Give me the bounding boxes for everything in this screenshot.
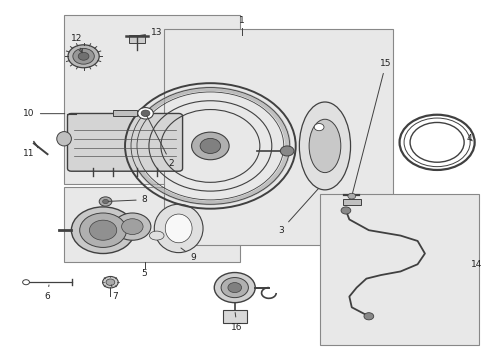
Text: 7: 7 bbox=[111, 285, 118, 301]
Ellipse shape bbox=[149, 231, 163, 240]
Circle shape bbox=[141, 110, 150, 117]
Bar bbox=[64, 187, 239, 262]
Text: 1: 1 bbox=[239, 16, 244, 25]
Circle shape bbox=[102, 199, 108, 204]
Circle shape bbox=[99, 197, 112, 206]
Circle shape bbox=[280, 146, 293, 156]
Bar bbox=[129, 35, 145, 43]
Bar bbox=[64, 15, 239, 184]
Text: 8: 8 bbox=[108, 195, 147, 204]
Circle shape bbox=[200, 138, 220, 153]
Ellipse shape bbox=[165, 214, 192, 243]
FancyBboxPatch shape bbox=[67, 113, 182, 171]
Circle shape bbox=[340, 207, 350, 214]
Circle shape bbox=[102, 276, 118, 288]
Text: 5: 5 bbox=[142, 269, 147, 278]
Circle shape bbox=[214, 273, 255, 303]
Bar bbox=[222, 310, 246, 323]
Circle shape bbox=[347, 193, 355, 199]
Circle shape bbox=[227, 283, 241, 293]
Circle shape bbox=[221, 278, 248, 298]
Circle shape bbox=[114, 213, 151, 240]
Ellipse shape bbox=[154, 204, 203, 253]
Circle shape bbox=[80, 213, 126, 247]
Text: 15: 15 bbox=[352, 59, 391, 193]
Text: 11: 11 bbox=[23, 147, 39, 158]
Circle shape bbox=[78, 52, 89, 60]
Text: 4: 4 bbox=[466, 134, 471, 143]
Text: 16: 16 bbox=[231, 312, 243, 332]
Text: 13: 13 bbox=[140, 28, 162, 37]
Circle shape bbox=[89, 220, 117, 240]
Bar bbox=[113, 110, 137, 116]
Text: 12: 12 bbox=[70, 34, 82, 53]
Text: 14: 14 bbox=[470, 260, 482, 269]
Circle shape bbox=[22, 280, 29, 285]
Bar bbox=[163, 30, 392, 244]
Ellipse shape bbox=[57, 132, 71, 146]
Circle shape bbox=[71, 207, 135, 253]
Circle shape bbox=[363, 313, 373, 320]
Circle shape bbox=[73, 48, 94, 64]
Text: 2: 2 bbox=[146, 116, 174, 168]
Circle shape bbox=[138, 108, 153, 119]
Text: 9: 9 bbox=[181, 248, 196, 262]
Text: 3: 3 bbox=[278, 189, 318, 235]
Bar bbox=[342, 199, 360, 205]
Circle shape bbox=[106, 279, 115, 285]
Circle shape bbox=[191, 132, 229, 160]
Ellipse shape bbox=[308, 119, 340, 172]
Ellipse shape bbox=[299, 102, 350, 190]
Circle shape bbox=[122, 219, 143, 234]
Text: 10: 10 bbox=[23, 109, 64, 118]
Text: 6: 6 bbox=[44, 285, 50, 301]
Bar bbox=[320, 194, 478, 345]
Circle shape bbox=[68, 45, 99, 68]
Circle shape bbox=[314, 123, 324, 131]
